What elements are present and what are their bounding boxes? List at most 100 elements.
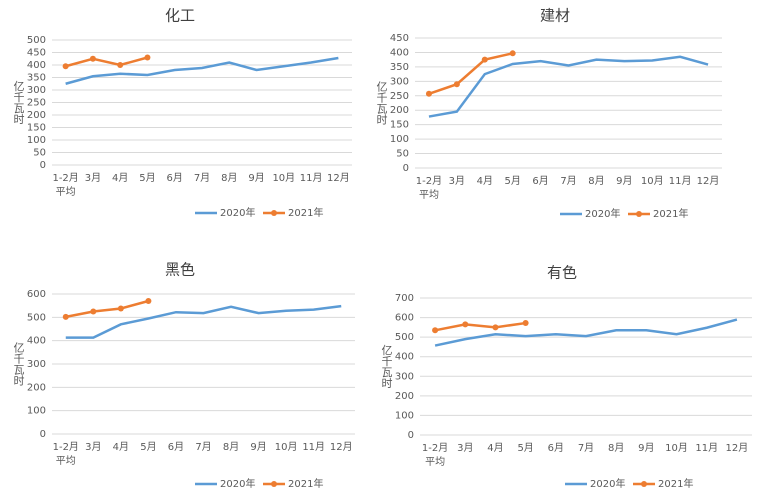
data-point [432, 327, 439, 334]
y-tick-label: 400 [27, 336, 46, 347]
x-tick-label: 11月 [669, 175, 692, 187]
y-tick-label: 0 [40, 429, 46, 440]
legend-marker [271, 481, 277, 487]
x-tick-label: 5月 [140, 441, 156, 453]
x-tick-label: 9月 [638, 442, 654, 454]
legend-marker [636, 211, 642, 217]
data-point [145, 298, 152, 304]
y-tick-label: 200 [27, 110, 46, 121]
x-tick-label: 8月 [221, 172, 237, 184]
legend-marker [271, 210, 277, 216]
y-tick-label: 300 [27, 359, 46, 370]
x-tick-label: 5月 [139, 172, 155, 184]
y-tick-label: 450 [27, 48, 46, 59]
y-tick-label: 0 [40, 160, 46, 171]
y-tick-label: 100 [395, 410, 414, 421]
x-tick-label: 3月 [85, 441, 101, 453]
data-point [522, 320, 529, 327]
data-point [453, 81, 460, 88]
data-point [62, 63, 69, 70]
data-point [144, 54, 151, 61]
data-line [434, 318, 738, 347]
y-tick-label: 150 [390, 120, 409, 131]
x-tick-label: 11月 [302, 441, 325, 453]
data-line [65, 56, 148, 68]
x-tick-label: 10月 [665, 442, 688, 454]
x-tick-label: 12月 [327, 172, 350, 184]
y-tick-label: 600 [27, 289, 46, 300]
x-tick-label: 8月 [223, 441, 239, 453]
legend-label: 2021年 [288, 477, 323, 490]
y-axis-label: 亿千瓦时 [12, 342, 25, 386]
x-tick-label: 7月 [560, 175, 576, 187]
y-tick-label: 350 [390, 62, 409, 73]
data-point [425, 90, 432, 97]
y-tick-label: 0 [408, 430, 414, 441]
y-tick-label: 250 [390, 91, 409, 102]
y-tick-label: 100 [27, 406, 46, 417]
x-tick-label: 11月 [300, 172, 323, 184]
y-tick-label: 100 [27, 135, 46, 146]
legend-label: 2021年 [288, 206, 323, 219]
data-point [492, 324, 499, 331]
data-point [509, 50, 516, 57]
y-tick-label: 450 [390, 33, 409, 44]
x-tick-label: 12月 [330, 441, 353, 453]
x-tick-label: 6月 [167, 172, 183, 184]
x-tick-label: 8月 [588, 175, 604, 187]
y-tick-label: 0 [403, 163, 409, 174]
data-point [462, 321, 469, 328]
x-tick-label: 10月 [641, 175, 664, 187]
x-tick-label: 7月 [194, 172, 210, 184]
x-tick-label: 6月 [168, 441, 184, 453]
data-line [65, 56, 339, 85]
y-axis-label: 亿千瓦时 [375, 81, 388, 125]
y-tick-label: 500 [395, 332, 414, 343]
x-tick-label: 9月 [250, 441, 266, 453]
data-point [62, 313, 69, 320]
y-tick-label: 600 [395, 313, 414, 324]
x-tick-label: 7月 [195, 441, 211, 453]
x-tick-label: 6月 [532, 175, 548, 187]
x-tick-label: 12月 [697, 175, 720, 187]
x-tick-label: 1-2月平均 [52, 172, 78, 198]
x-tick-label: 12月 [726, 442, 749, 454]
y-tick-label: 50 [396, 149, 409, 160]
x-tick-label: 8月 [608, 442, 624, 454]
chart-title: 有色 [547, 264, 577, 282]
x-tick-label: 10月 [272, 172, 295, 184]
data-line [428, 55, 709, 118]
x-tick-label: 3月 [449, 175, 465, 187]
data-point [90, 308, 97, 315]
legend-label: 2020年 [585, 207, 620, 220]
legend-marker [641, 481, 647, 487]
x-tick-label: 3月 [85, 172, 101, 184]
y-tick-label: 300 [395, 371, 414, 382]
data-point [481, 56, 488, 63]
y-axis-label: 亿千瓦时 [380, 344, 393, 388]
x-tick-label: 5月 [517, 442, 533, 454]
x-tick-label: 7月 [578, 442, 594, 454]
y-tick-label: 250 [27, 98, 46, 109]
y-tick-label: 150 [27, 123, 46, 134]
y-tick-label: 400 [390, 47, 409, 58]
x-tick-label: 10月 [275, 441, 298, 453]
x-tick-label: 4月 [477, 175, 493, 187]
legend-label: 2020年 [590, 477, 625, 490]
x-tick-label: 9月 [616, 175, 632, 187]
y-tick-label: 200 [390, 105, 409, 116]
x-tick-label: 6月 [548, 442, 564, 454]
x-tick-label: 5月 [504, 175, 520, 187]
x-tick-label: 9月 [248, 172, 264, 184]
legend-label: 2020年 [220, 477, 255, 490]
legend-label: 2021年 [658, 477, 693, 490]
y-tick-label: 500 [27, 312, 46, 323]
y-axis-label: 亿千瓦时 [12, 80, 25, 124]
y-tick-label: 500 [27, 35, 46, 46]
data-line [428, 52, 513, 95]
legend-label: 2020年 [220, 206, 255, 219]
